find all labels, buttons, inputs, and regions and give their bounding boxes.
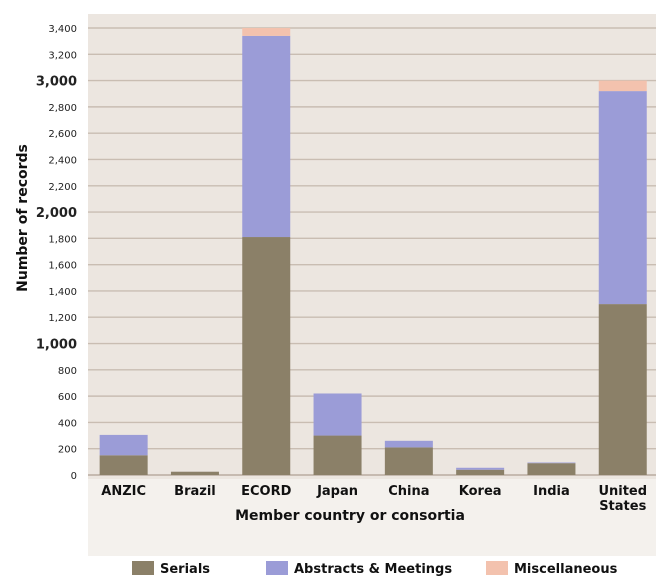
bar-abstracts-meetings [456,467,505,470]
legend-label: Miscellaneous [514,562,618,577]
y-tick-label: 3,200 [48,50,77,61]
y-tick-label: 1,800 [48,234,77,245]
x-axis-title: Member country or consortia [235,508,465,524]
bar-serials [99,455,148,475]
y-tick-label: 2,200 [48,182,77,193]
x-tick-label: Brazil [174,484,216,499]
bar-serials [456,469,505,475]
x-tick-label: Japan [316,484,358,499]
x-tick-label: India [533,484,570,499]
bar-serials [527,463,576,475]
bar-abstracts-meetings [527,462,576,464]
y-tick-label: 2,800 [48,103,77,114]
y-tick-label: 2,000 [36,206,77,221]
legend-swatch [132,561,154,575]
bar-miscellaneous [242,28,291,36]
y-tick-label: 2,600 [48,129,77,140]
x-tick-label: ANZIC [101,484,146,499]
x-tick-label: ECORD [241,484,291,499]
y-tick-label: 1,600 [48,261,77,272]
y-tick-label: 400 [58,418,77,429]
legend-swatch [486,561,508,575]
bar-miscellaneous [598,80,647,92]
bar-abstracts-meetings [242,35,291,238]
bar-serials [598,304,647,475]
x-tick-label: Korea [459,484,502,499]
y-tick-label: 800 [58,366,77,377]
legend-band [88,556,656,581]
x-tick-label: China [388,484,429,499]
x-axis-band [88,479,656,556]
x-axis-tick-labels: ANZIC Brazil ECORD Japan China Korea India Unit… [101,484,647,514]
y-tick-label: 1,400 [48,287,77,298]
y-tick-label: 3,400 [48,24,77,35]
y-tick-label: 1,000 [36,338,77,353]
y-tick-label: 1,200 [48,313,77,324]
bar-serials [384,447,433,475]
x-tick-label: United States [598,484,647,514]
y-tick-label: 3,000 [36,75,77,90]
bar-abstracts-meetings [598,91,647,305]
legend: Serials Abstracts & Meetings Miscellaneous [132,561,618,577]
bar-abstracts-meetings [384,440,433,448]
y-tick-label: 0 [71,471,77,482]
gridlines [88,27,656,476]
plot-area [88,14,656,479]
bars [99,28,647,475]
y-axis-ticks: 0 200 400 600 800 1,000 1,200 1,400 1,600 1,800 2,… [36,24,77,482]
bar-serials [170,471,219,475]
y-tick-label: 600 [58,392,77,403]
y-tick-label: 200 [58,445,77,456]
legend-label: Serials [160,562,210,577]
bar-serials [313,435,362,475]
bar-abstracts-meetings [313,393,362,436]
legend-swatch [266,561,288,575]
bar-abstracts-meetings [99,434,148,456]
y-axis-title: Number of records [15,144,31,292]
legend-label: Abstracts & Meetings [294,562,452,577]
y-tick-label: 2,400 [48,155,77,166]
bar-serials [242,237,291,475]
